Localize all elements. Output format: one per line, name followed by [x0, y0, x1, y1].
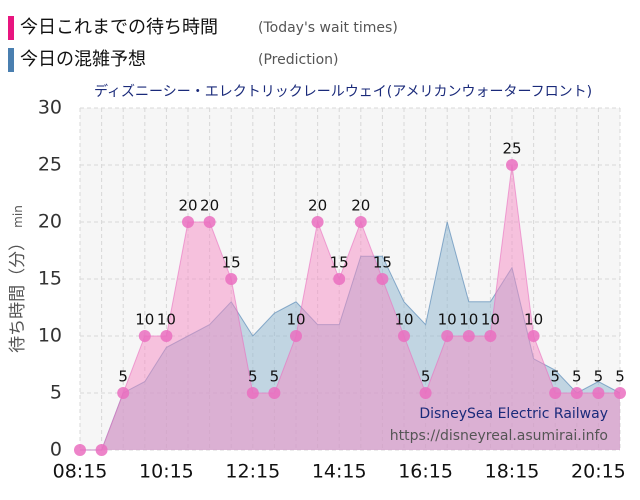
legend-swatch	[8, 16, 14, 40]
watermark-title: DisneySea Electric Railway	[419, 406, 608, 422]
y-tick-label: 10	[38, 325, 62, 347]
data-label: 10	[394, 311, 413, 329]
data-label: 10	[135, 311, 154, 329]
data-label: 10	[286, 311, 305, 329]
point	[95, 444, 108, 456]
data-label: 15	[330, 254, 349, 272]
y-axis-label: 待ち時間（分） min	[8, 205, 28, 353]
point	[225, 273, 238, 285]
x-tick-label: 16:15	[398, 461, 453, 483]
data-label: 5	[270, 368, 280, 386]
point	[246, 387, 259, 399]
legend-note: (Prediction)	[258, 52, 338, 68]
y-tick-label: 0	[50, 439, 62, 461]
point	[333, 273, 346, 285]
y-tick-label: 5	[50, 382, 62, 404]
data-label: 5	[550, 368, 560, 386]
data-label: 10	[524, 311, 543, 329]
data-label: 5	[421, 368, 431, 386]
legend-label: 今日の混雑予想	[20, 49, 146, 70]
point	[549, 387, 562, 399]
data-label: 5	[118, 368, 128, 386]
point	[506, 159, 518, 171]
point	[570, 387, 583, 399]
watermark-url: https://disneyreal.asumirai.info	[390, 428, 608, 444]
y-tick-label: 20	[38, 211, 62, 233]
x-tick-label: 12:15	[225, 461, 280, 483]
point	[268, 387, 281, 399]
x-tick-label: 08:15	[53, 461, 108, 483]
y-tick-label: 30	[38, 97, 62, 119]
data-label: 20	[351, 197, 370, 215]
legend-label: 今日これまでの待ち時間	[20, 17, 218, 38]
point	[182, 216, 194, 228]
point	[311, 216, 324, 228]
data-label: 15	[222, 254, 241, 272]
data-label: 5	[594, 368, 604, 386]
data-label: 20	[308, 197, 327, 215]
point	[138, 330, 151, 342]
point	[74, 444, 86, 456]
point	[484, 330, 497, 342]
x-tick-label: 20:15	[571, 461, 626, 483]
legend-swatch	[8, 48, 14, 72]
point	[527, 330, 540, 342]
data-label: 15	[373, 254, 392, 272]
point	[441, 330, 454, 342]
data-label: 5	[615, 368, 625, 386]
legend-note: (Today's wait times)	[258, 20, 398, 36]
point	[592, 387, 605, 399]
point	[117, 387, 130, 399]
y-tick-label: 25	[38, 154, 62, 176]
data-label: 10	[459, 311, 478, 329]
y-unit: min	[11, 205, 25, 228]
line	[80, 164, 620, 451]
chart-title: ディズニーシー・エレクトリックレールウェイ(アメリカンウォーターフロント)	[94, 83, 592, 100]
y-label: 待ち時間（分）	[8, 234, 28, 353]
point	[160, 330, 173, 342]
x-tick-label: 18:15	[485, 461, 540, 483]
data-label: 20	[178, 197, 197, 215]
data-label: 5	[248, 368, 258, 386]
data-label: 5	[572, 368, 582, 386]
point	[614, 387, 626, 399]
legend: 今日これまでの待ち時間 (Today's wait times) 今日の混雑予想 (P…	[8, 16, 398, 72]
data-label: 25	[502, 140, 521, 158]
data-label: 10	[481, 311, 500, 329]
x-tick-label: 10:15	[139, 461, 194, 483]
data-label: 10	[157, 311, 176, 329]
y-tick-label: 15	[38, 268, 62, 290]
point	[203, 216, 216, 228]
point	[398, 330, 410, 342]
point	[419, 387, 432, 399]
data-label: 10	[438, 311, 457, 329]
point	[376, 273, 389, 285]
point	[290, 330, 302, 342]
point	[462, 330, 475, 342]
x-tick-label: 14:15	[312, 461, 367, 483]
data-label: 20	[200, 197, 219, 215]
point	[354, 216, 367, 228]
